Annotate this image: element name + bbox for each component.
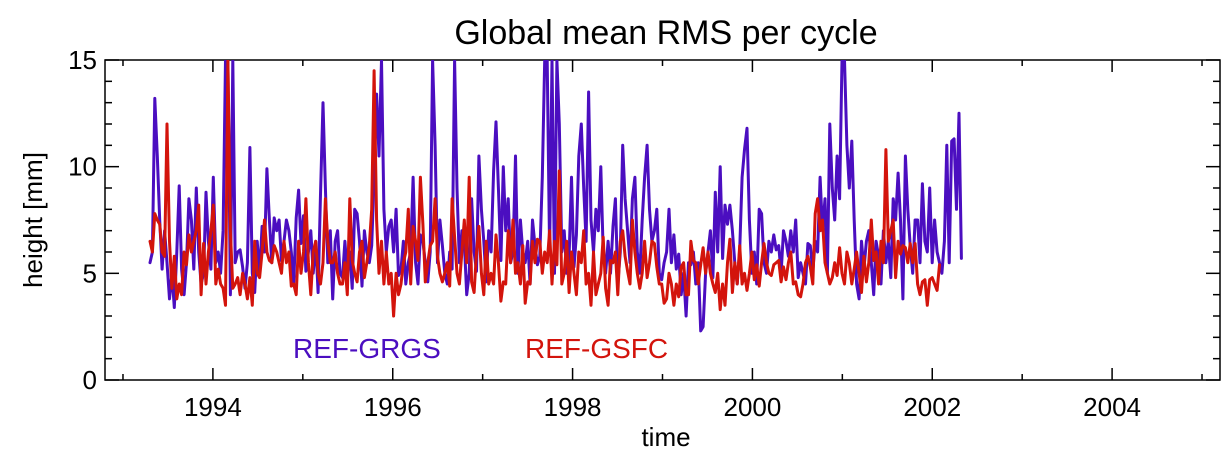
y-axis-label: height [mm] [18,152,48,288]
y-tick-label: 0 [83,365,97,395]
plot-frame [104,59,1221,381]
x-tick-label: 1998 [544,392,602,422]
x-tick-label: 1994 [184,392,242,422]
series-line-ref-grgs [148,60,963,333]
x-tick-label: 2004 [1083,392,1141,422]
legend-label-ref-gsfc: REF-GSFC [525,333,668,364]
x-tick-label: 2000 [723,392,781,422]
legend-label-ref-grgs: REF-GRGS [293,333,441,364]
y-tick-label: 15 [68,45,97,75]
series-layer [148,60,963,333]
y-tick-label: 5 [83,258,97,288]
chart-title: Global mean RMS per cycle [454,14,877,52]
y-tick-label: 10 [68,152,97,182]
series-line-ref-gsfc [148,60,941,318]
axis-ticks: 1994 1996 1998 2000 2002 2004 0 5 10 15 [68,45,1220,422]
x-tick-label: 1996 [364,392,422,422]
x-tick-label: 2002 [903,392,961,422]
x-axis-label: time [641,422,690,452]
